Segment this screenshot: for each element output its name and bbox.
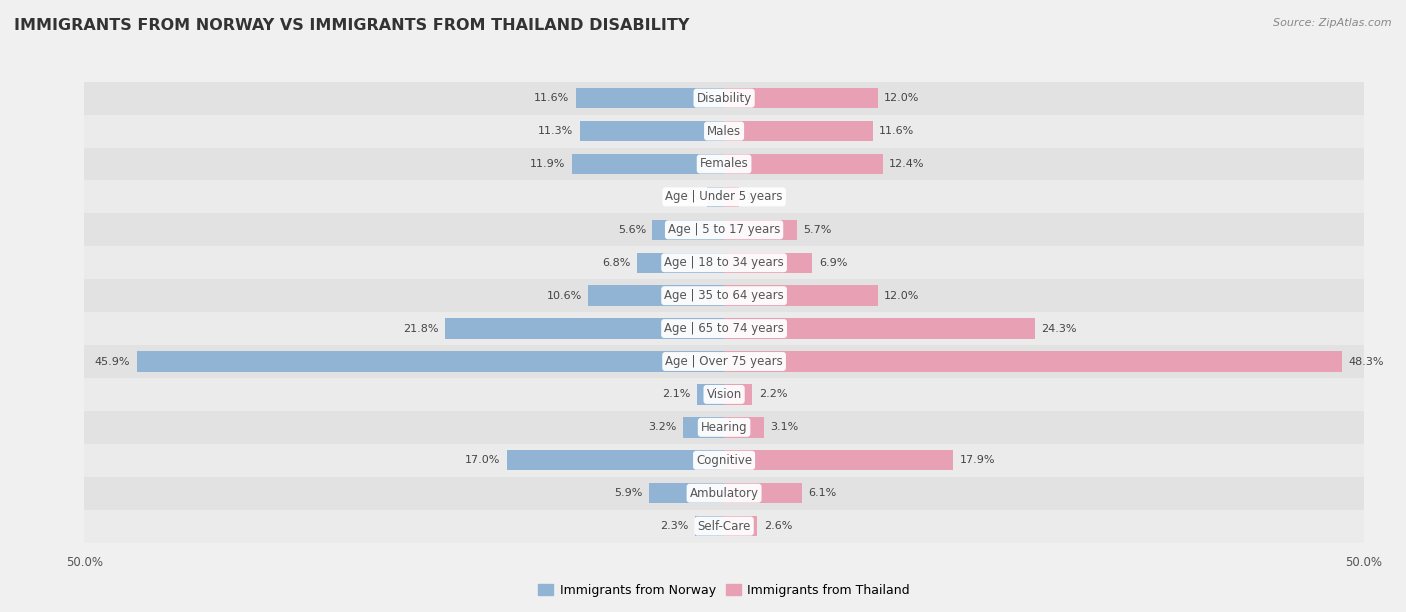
Bar: [572, 154, 724, 174]
Text: 17.0%: 17.0%: [465, 455, 501, 465]
Text: Vision: Vision: [706, 388, 742, 401]
Bar: [589, 285, 724, 306]
Text: 2.1%: 2.1%: [662, 389, 690, 400]
Text: Age | 35 to 64 years: Age | 35 to 64 years: [664, 289, 785, 302]
Bar: [724, 285, 877, 306]
Text: 12.4%: 12.4%: [889, 159, 925, 169]
Text: 5.7%: 5.7%: [803, 225, 832, 235]
Bar: [697, 384, 724, 405]
Text: Ambulatory: Ambulatory: [689, 487, 759, 499]
Bar: [724, 121, 873, 141]
Text: 10.6%: 10.6%: [547, 291, 582, 300]
Text: 6.8%: 6.8%: [602, 258, 631, 267]
Text: Age | 18 to 34 years: Age | 18 to 34 years: [664, 256, 785, 269]
Bar: [84, 181, 1364, 214]
Bar: [84, 114, 1364, 147]
Text: 2.3%: 2.3%: [659, 521, 689, 531]
Bar: [724, 318, 1035, 339]
Bar: [84, 214, 1364, 246]
Text: 24.3%: 24.3%: [1042, 324, 1077, 334]
Text: Self-Care: Self-Care: [697, 520, 751, 532]
Bar: [84, 378, 1364, 411]
Bar: [84, 345, 1364, 378]
Text: 21.8%: 21.8%: [404, 324, 439, 334]
Bar: [579, 121, 724, 141]
Text: Males: Males: [707, 125, 741, 138]
Bar: [648, 483, 724, 504]
Bar: [84, 246, 1364, 279]
Bar: [707, 187, 724, 207]
Bar: [136, 351, 724, 371]
Text: Hearing: Hearing: [700, 421, 748, 434]
Bar: [724, 220, 797, 240]
Text: 2.2%: 2.2%: [759, 389, 787, 400]
Text: Age | Under 5 years: Age | Under 5 years: [665, 190, 783, 203]
Bar: [506, 450, 724, 471]
Bar: [724, 88, 877, 108]
Bar: [724, 384, 752, 405]
Bar: [724, 187, 740, 207]
Text: Source: ZipAtlas.com: Source: ZipAtlas.com: [1274, 18, 1392, 28]
Text: 11.6%: 11.6%: [879, 126, 914, 136]
Bar: [724, 483, 803, 504]
Text: 17.9%: 17.9%: [959, 455, 995, 465]
Text: 3.2%: 3.2%: [648, 422, 676, 432]
Text: 11.9%: 11.9%: [530, 159, 565, 169]
Bar: [724, 253, 813, 273]
Text: 5.9%: 5.9%: [614, 488, 643, 498]
Text: 12.0%: 12.0%: [884, 93, 920, 103]
Bar: [637, 253, 724, 273]
Text: 6.1%: 6.1%: [808, 488, 837, 498]
Text: 2.6%: 2.6%: [763, 521, 792, 531]
Text: 6.9%: 6.9%: [818, 258, 848, 267]
Bar: [84, 444, 1364, 477]
Bar: [724, 154, 883, 174]
Bar: [724, 351, 1343, 371]
Bar: [446, 318, 724, 339]
Bar: [724, 417, 763, 438]
Bar: [575, 88, 724, 108]
Text: Age | Over 75 years: Age | Over 75 years: [665, 355, 783, 368]
Text: 12.0%: 12.0%: [884, 291, 920, 300]
Text: Disability: Disability: [696, 92, 752, 105]
Text: 1.3%: 1.3%: [673, 192, 702, 202]
Text: 3.1%: 3.1%: [770, 422, 799, 432]
Bar: [84, 510, 1364, 543]
Legend: Immigrants from Norway, Immigrants from Thailand: Immigrants from Norway, Immigrants from …: [533, 579, 915, 602]
Text: IMMIGRANTS FROM NORWAY VS IMMIGRANTS FROM THAILAND DISABILITY: IMMIGRANTS FROM NORWAY VS IMMIGRANTS FRO…: [14, 18, 689, 34]
Text: Females: Females: [700, 157, 748, 171]
Bar: [84, 411, 1364, 444]
Bar: [84, 81, 1364, 114]
Text: 5.6%: 5.6%: [617, 225, 645, 235]
Bar: [695, 516, 724, 536]
Bar: [84, 477, 1364, 510]
Bar: [724, 516, 758, 536]
Bar: [683, 417, 724, 438]
Bar: [84, 147, 1364, 181]
Text: 1.2%: 1.2%: [745, 192, 775, 202]
Bar: [724, 450, 953, 471]
Bar: [84, 279, 1364, 312]
Text: 11.6%: 11.6%: [534, 93, 569, 103]
Text: 11.3%: 11.3%: [538, 126, 574, 136]
Bar: [652, 220, 724, 240]
Bar: [84, 312, 1364, 345]
Text: Age | 5 to 17 years: Age | 5 to 17 years: [668, 223, 780, 236]
Text: 45.9%: 45.9%: [96, 357, 131, 367]
Text: 48.3%: 48.3%: [1348, 357, 1384, 367]
Text: Cognitive: Cognitive: [696, 453, 752, 467]
Text: Age | 65 to 74 years: Age | 65 to 74 years: [664, 322, 785, 335]
